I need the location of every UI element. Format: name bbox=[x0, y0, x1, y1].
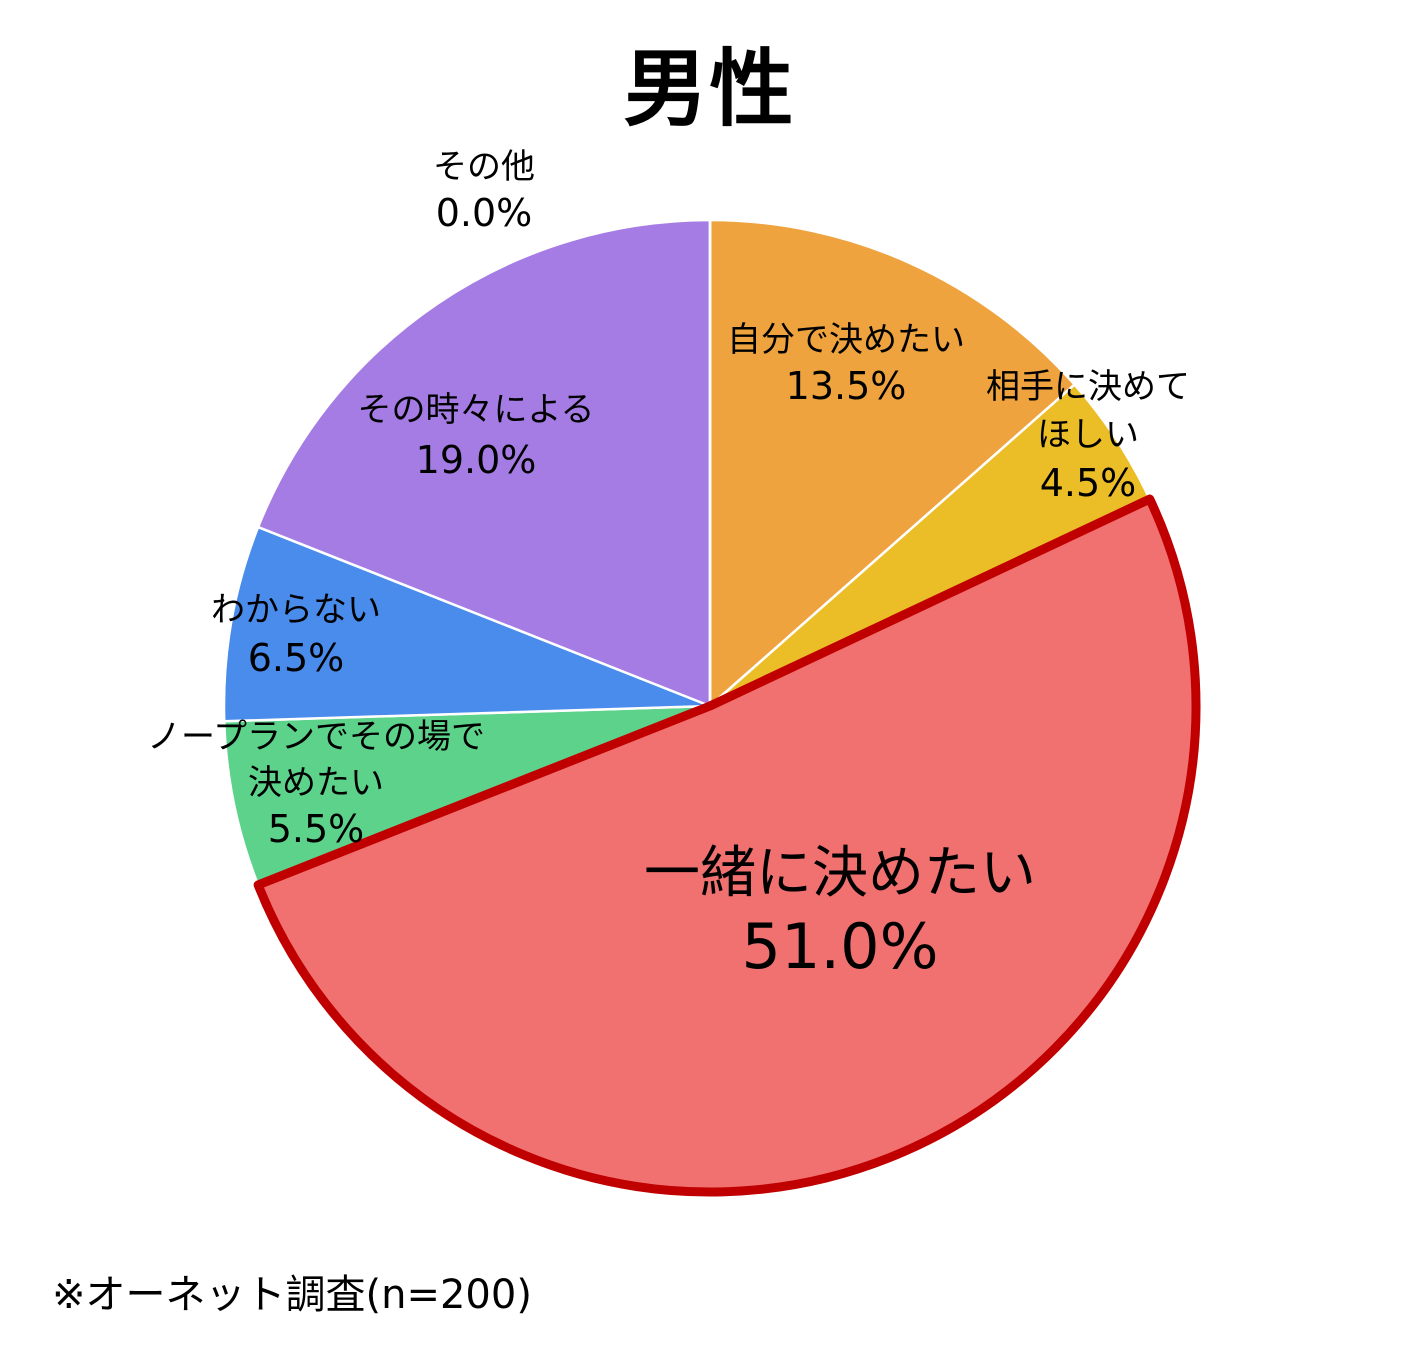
pie-slices bbox=[222, 218, 1201, 1197]
slice-value-5: 6.5% bbox=[248, 636, 345, 680]
slice-label-6: その時々による bbox=[358, 390, 595, 430]
slice-value-1: 13.5% bbox=[786, 364, 907, 408]
slice-value-4: 5.5% bbox=[268, 807, 365, 851]
pie-slice-6 bbox=[256, 218, 712, 708]
slice-label-4-line-1: ノープランでその場で bbox=[147, 717, 485, 757]
slice-value-3: 51.0% bbox=[742, 910, 939, 983]
pie-slice-1 bbox=[708, 218, 1076, 708]
slice-label-7: その他 bbox=[433, 147, 535, 187]
slice-label-2-line-1: 相手に決めて bbox=[986, 367, 1190, 407]
slice-label-3: 一緒に決めたい bbox=[644, 841, 1036, 906]
pie-slice-5 bbox=[222, 525, 712, 723]
footnote: ※オーネット調査(n=200) bbox=[52, 1272, 532, 1318]
slice-label-2-line-2: ほしい bbox=[1037, 415, 1139, 455]
slice-label-5: わからない bbox=[211, 590, 381, 630]
slice-value-7: 0.0% bbox=[436, 191, 533, 235]
slice-label-4-line-2: 決めたい bbox=[248, 763, 384, 803]
slice-label-1: 自分で決めたい bbox=[727, 320, 965, 360]
slice-value-6: 19.0% bbox=[416, 438, 537, 482]
slice-value-2: 4.5% bbox=[1040, 461, 1137, 505]
chart-title: 男性 bbox=[623, 40, 796, 138]
highlight-outline bbox=[253, 494, 1201, 1197]
